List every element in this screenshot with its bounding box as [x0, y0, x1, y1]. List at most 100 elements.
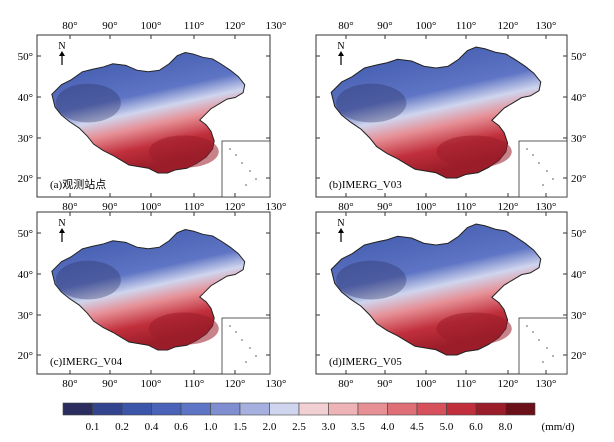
colorbar-swatch: [387, 402, 418, 416]
lon-tick-label: 120°: [225, 201, 246, 213]
lon-tick-label: 130°: [266, 20, 287, 32]
south-china-sea-inset: [221, 317, 271, 375]
colorbar-ticks: 0.1 0.2 0.4 0.6 1.0 1.5 2.0 2.5 3.0 3.5 4.0 4.5 5.0 6…: [86, 421, 513, 433]
lon-tick-label: 80°: [338, 378, 353, 390]
colorbar-swatch: [151, 402, 182, 416]
colorbar-tick-label: 8.0: [499, 421, 513, 433]
low-precip-region: [55, 83, 121, 123]
lon-tick-label: 80°: [338, 201, 353, 213]
lat-tick-label: 40°: [571, 269, 586, 281]
china-map: [51, 228, 246, 351]
colorbar-swatch: [475, 402, 506, 416]
lon-tick-label: 90°: [102, 378, 117, 390]
lon-tick-label: 110°: [184, 201, 205, 213]
colorbar-tick-label: 1.0: [204, 421, 218, 433]
lon-tick-label: 100°: [416, 20, 437, 32]
lat-tick-label: 30°: [18, 310, 33, 322]
lat-tick-label: 20°: [18, 350, 33, 362]
lat-tick-label: 20°: [18, 173, 33, 185]
lon-tick-label: 100°: [141, 20, 162, 32]
colorbar-tick-label: 3.0: [322, 421, 336, 433]
panel-label: (c)IMERG_V04: [50, 356, 123, 368]
colorbar-tick-label: 0.4: [145, 421, 159, 433]
lat-tick-label: 50°: [571, 228, 586, 240]
colorbar-swatch: [269, 402, 300, 416]
lon-tick-label: 80°: [62, 201, 77, 213]
north-label: N: [337, 41, 344, 52]
north-label: N: [337, 218, 344, 229]
lon-tick-label: 100°: [416, 201, 437, 213]
colorbar-swatch: [62, 402, 93, 416]
colorbar-swatch: [416, 402, 447, 416]
lat-tick-label: 40°: [18, 92, 33, 104]
china-map: [51, 51, 246, 174]
colorbar-tick-label: 0.2: [115, 421, 129, 433]
lon-tick-label: 130°: [266, 378, 287, 390]
colorbar-swatch: [121, 402, 152, 416]
panel-label: (a)观测站点: [50, 177, 106, 191]
south-china-sea-inset: [518, 317, 568, 375]
north-label: N: [58, 218, 65, 229]
colorbar-tick-label: 0.6: [174, 421, 188, 433]
colorbar-swatch: [357, 402, 388, 416]
lon-tick-label: 90°: [377, 20, 392, 32]
lon-tick-label: 90°: [102, 20, 117, 32]
south-china-sea-inset: [518, 140, 568, 198]
lon-tick-label: 120°: [498, 20, 519, 32]
high-precip-region: [436, 312, 512, 345]
lon-tick-label: 90°: [102, 201, 117, 213]
low-precip-region: [336, 260, 407, 300]
colorbar-swatches: [62, 402, 536, 416]
colorbar-tick-label: 2.5: [292, 421, 306, 433]
colorbar-tick-label: 4.5: [410, 421, 424, 433]
colorbar-swatch: [446, 402, 477, 416]
colorbar-tick-label: 5.0: [440, 421, 454, 433]
colorbar-tick-label: 3.5: [351, 421, 365, 433]
lon-tick-label: 90°: [377, 378, 392, 390]
low-precip-region: [336, 83, 407, 123]
panel-label: (b)IMERG_V03: [329, 179, 402, 191]
lon-tick-label: 80°: [62, 20, 77, 32]
map-panel: N (d)IMERG_V05 80° 90° 100° 110° 120° 130° 50° 40…: [315, 211, 586, 390]
lon-tick-label: 120°: [498, 378, 519, 390]
lat-tick-label: 30°: [571, 133, 586, 145]
map-panel: N (c)IMERG_V04 80° 90° 100° 110° 120° 130° 50° 40…: [18, 211, 287, 390]
lat-tick-label: 50°: [571, 51, 586, 63]
lat-tick-label: 30°: [18, 133, 33, 145]
lon-tick-label: 130°: [536, 20, 557, 32]
lon-tick-label: 130°: [536, 201, 557, 213]
high-precip-region: [148, 312, 219, 345]
lon-tick-label: 120°: [498, 201, 519, 213]
colorbar-tick-label: 4.0: [381, 421, 395, 433]
map-panel: N (b)IMERG_V03 80° 90° 100° 110° 120° 130° 80° 90…: [315, 20, 586, 213]
lon-tick-label: 80°: [62, 378, 77, 390]
lat-tick-label: 20°: [571, 173, 586, 185]
lat-tick-label: 30°: [571, 310, 586, 322]
colorbar-swatch: [505, 402, 536, 416]
colorbar-tick-label: 1.5: [233, 421, 247, 433]
colorbar-swatch: [328, 402, 359, 416]
lat-tick-label: 20°: [571, 350, 586, 362]
lon-tick-label: 110°: [456, 20, 477, 32]
south-china-sea-inset: [221, 140, 271, 198]
china-map: [330, 223, 542, 356]
lon-tick-label: 110°: [184, 20, 205, 32]
lon-tick-label: 100°: [141, 378, 162, 390]
lon-tick-label: 120°: [225, 20, 246, 32]
high-precip-region: [436, 135, 512, 168]
lon-tick-label: 80°: [338, 20, 353, 32]
lon-tick-label: 130°: [536, 378, 557, 390]
colorbar-swatch: [180, 402, 211, 416]
colorbar-swatch: [210, 402, 241, 416]
lon-tick-label: 120°: [225, 378, 246, 390]
colorbar-tick-label: 0.1: [86, 421, 100, 433]
colorbar-tick-label: 2.0: [263, 421, 277, 433]
colorbar: 0.1 0.2 0.4 0.6 1.0 1.5 2.0 2.5 3.0 3.5 4.0 4.5 5.0 6…: [62, 402, 575, 433]
lon-tick-label: 130°: [266, 201, 287, 213]
colorbar-unit: (mm/d): [542, 421, 575, 433]
lat-tick-label: 50°: [18, 51, 33, 63]
lat-tick-label: 50°: [18, 228, 33, 240]
panel-label: (d)IMERG_V05: [329, 356, 402, 368]
low-precip-region: [55, 260, 121, 300]
